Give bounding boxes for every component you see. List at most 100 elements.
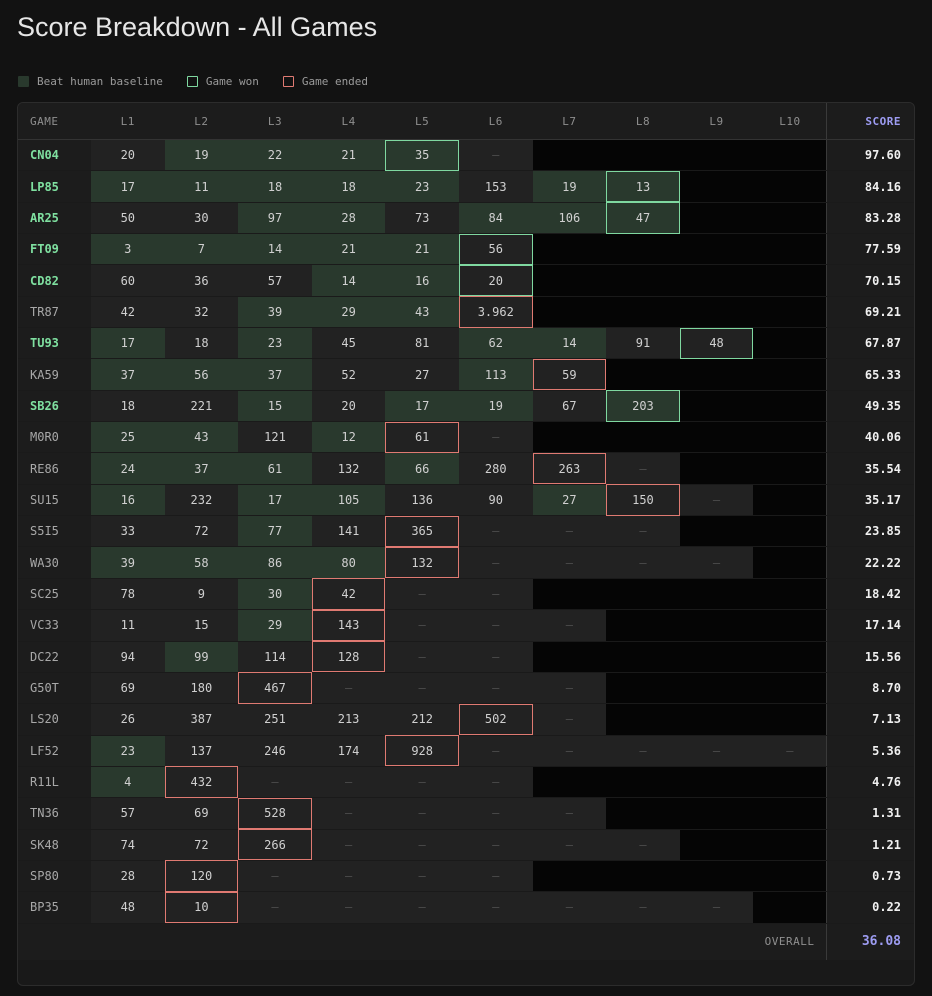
level-cell-l9 [679, 860, 754, 893]
table-row: SK48 74 72 266— — — — —1.21 [18, 829, 914, 861]
level-cell-l6: — [458, 641, 533, 673]
table-row: TU93 17 18 23 45 81 62 14 91 48 67.87 [18, 327, 914, 360]
level-cell-l1: 28 [91, 860, 165, 893]
level-cell-l10 [753, 641, 827, 673]
table-row: AR25 50 30 97 28 73 84 106 47 83.28 [18, 202, 914, 235]
level-cell-l9 [679, 766, 754, 799]
level-cell-l9 [679, 452, 754, 485]
level-cell-l8 [606, 860, 680, 893]
level-cell-l10 [753, 327, 827, 360]
level-cell-l1: 17 [91, 170, 165, 203]
level-cell-l9: 48 [679, 327, 754, 360]
level-cell-l7: — [532, 829, 607, 861]
level-cell-l9 [679, 609, 754, 642]
level-cell-l5: 17 [385, 390, 459, 423]
level-cell-l3: 30 [238, 578, 312, 611]
level-cell-l4: — [311, 672, 386, 705]
game-name: SC25 [18, 578, 91, 611]
game-name: VC33 [18, 609, 91, 642]
column-header-l3: L3 [238, 103, 312, 140]
level-cell-l6: — [458, 515, 533, 548]
level-cell-l2: 32 [164, 296, 239, 329]
level-cell-l7 [532, 296, 607, 329]
column-header-l2: L2 [164, 103, 239, 140]
game-score: 15.56 [826, 641, 914, 673]
game-score: 18.42 [826, 578, 914, 611]
game-name: AR25 [18, 202, 91, 235]
game-score: 1.21 [826, 829, 914, 861]
level-cell-l2: 43 [164, 421, 239, 454]
level-cell-l4: 105 [311, 484, 386, 517]
game-name: M0R0 [18, 421, 91, 454]
game-score: 70.15 [826, 264, 914, 297]
level-cell-l1: 25 [91, 421, 165, 454]
score-table: GAME L1 L2 L3 L4 L5 L6 L7 L8 L9 L10 SCORE CN04 20 19 2… [18, 103, 914, 960]
level-cell-l4: — [311, 860, 386, 893]
game-name: BP35 [18, 891, 91, 924]
level-cell-l3: — [238, 891, 312, 924]
level-cell-l1: 48 [91, 891, 165, 924]
level-cell-l2: 9 [164, 578, 239, 611]
table-row: TR87 42 32 39 29 43 3.962 69.21 [18, 296, 914, 329]
level-cell-l6: 90 [458, 484, 533, 517]
table-row: SC25 78 9 30 42— —18.42 [18, 578, 914, 611]
level-cell-l1: 33 [91, 515, 165, 548]
game-name: G50T [18, 672, 91, 705]
level-cell-l8 [606, 609, 680, 642]
level-cell-l4: 14 [311, 264, 386, 297]
level-cell-l1: 37 [91, 358, 165, 391]
level-cell-l9: — [679, 484, 754, 517]
level-cell-l4: 80 [311, 546, 386, 579]
level-cell-l4: — [311, 891, 386, 924]
level-cell-l1: 78 [91, 578, 165, 611]
level-cell-l7 [532, 860, 607, 893]
level-cell-l3: 14 [238, 233, 312, 266]
game-score: 35.54 [826, 452, 914, 485]
level-cell-l1: 18 [91, 390, 165, 423]
level-cell-l7 [532, 233, 607, 266]
game-name: R11L [18, 766, 91, 799]
legend-won: Game won [186, 75, 259, 88]
level-cell-l8: — [606, 546, 680, 579]
table-row: LS20 26 387 251 213 212 502— 7.13 [18, 703, 914, 736]
level-cell-l8: 91 [606, 327, 680, 360]
table-row: R11L 4 432— — — —4.76 [18, 766, 914, 799]
level-cell-l6: 3.962 [458, 296, 533, 329]
level-cell-l9 [679, 139, 754, 172]
level-cell-l3: 61 [238, 452, 312, 485]
level-cell-l10 [753, 233, 827, 266]
table-header-row: GAME L1 L2 L3 L4 L5 L6 L7 L8 L9 L10 SCORE [18, 103, 914, 140]
level-cell-l2: 15 [164, 609, 239, 642]
level-cell-l1: 23 [91, 735, 165, 767]
legend: Beat human baseline Game won Game ended [18, 75, 392, 88]
level-cell-l3: 246 [238, 735, 312, 767]
table-row: VC33 11 15 29 143— — —17.14 [18, 609, 914, 642]
level-cell-l3: — [238, 766, 312, 799]
level-cell-l4: 28 [311, 202, 386, 235]
level-cell-l6: 113 [458, 358, 533, 391]
level-cell-l4: 213 [311, 703, 386, 736]
level-cell-l10 [753, 484, 827, 517]
game-score: 1.31 [826, 797, 914, 830]
level-cell-l5: — [385, 766, 459, 799]
column-header-l7: L7 [532, 103, 607, 140]
table-row: SP80 28 120— — — —0.73 [18, 860, 914, 893]
level-cell-l1: 17 [91, 327, 165, 360]
level-cell-l3: 97 [238, 202, 312, 235]
level-cell-l7: 59 [532, 358, 607, 391]
level-cell-l7: 14 [532, 327, 607, 360]
level-cell-l10 [753, 766, 827, 799]
level-cell-l10 [753, 672, 827, 705]
game-name: FT09 [18, 233, 91, 266]
level-cell-l7: 19 [532, 170, 607, 203]
level-cell-l7: — [532, 672, 607, 705]
level-cell-l1: 4 [91, 766, 165, 799]
level-cell-l3: 15 [238, 390, 312, 423]
level-cell-l9 [679, 641, 754, 673]
level-cell-l7 [532, 421, 607, 454]
game-score: 23.85 [826, 515, 914, 548]
column-header-l6: L6 [458, 103, 533, 140]
overall-label: OVERALL [18, 922, 827, 960]
level-cell-l2: 56 [164, 358, 239, 391]
level-cell-l8: 13 [606, 170, 680, 203]
